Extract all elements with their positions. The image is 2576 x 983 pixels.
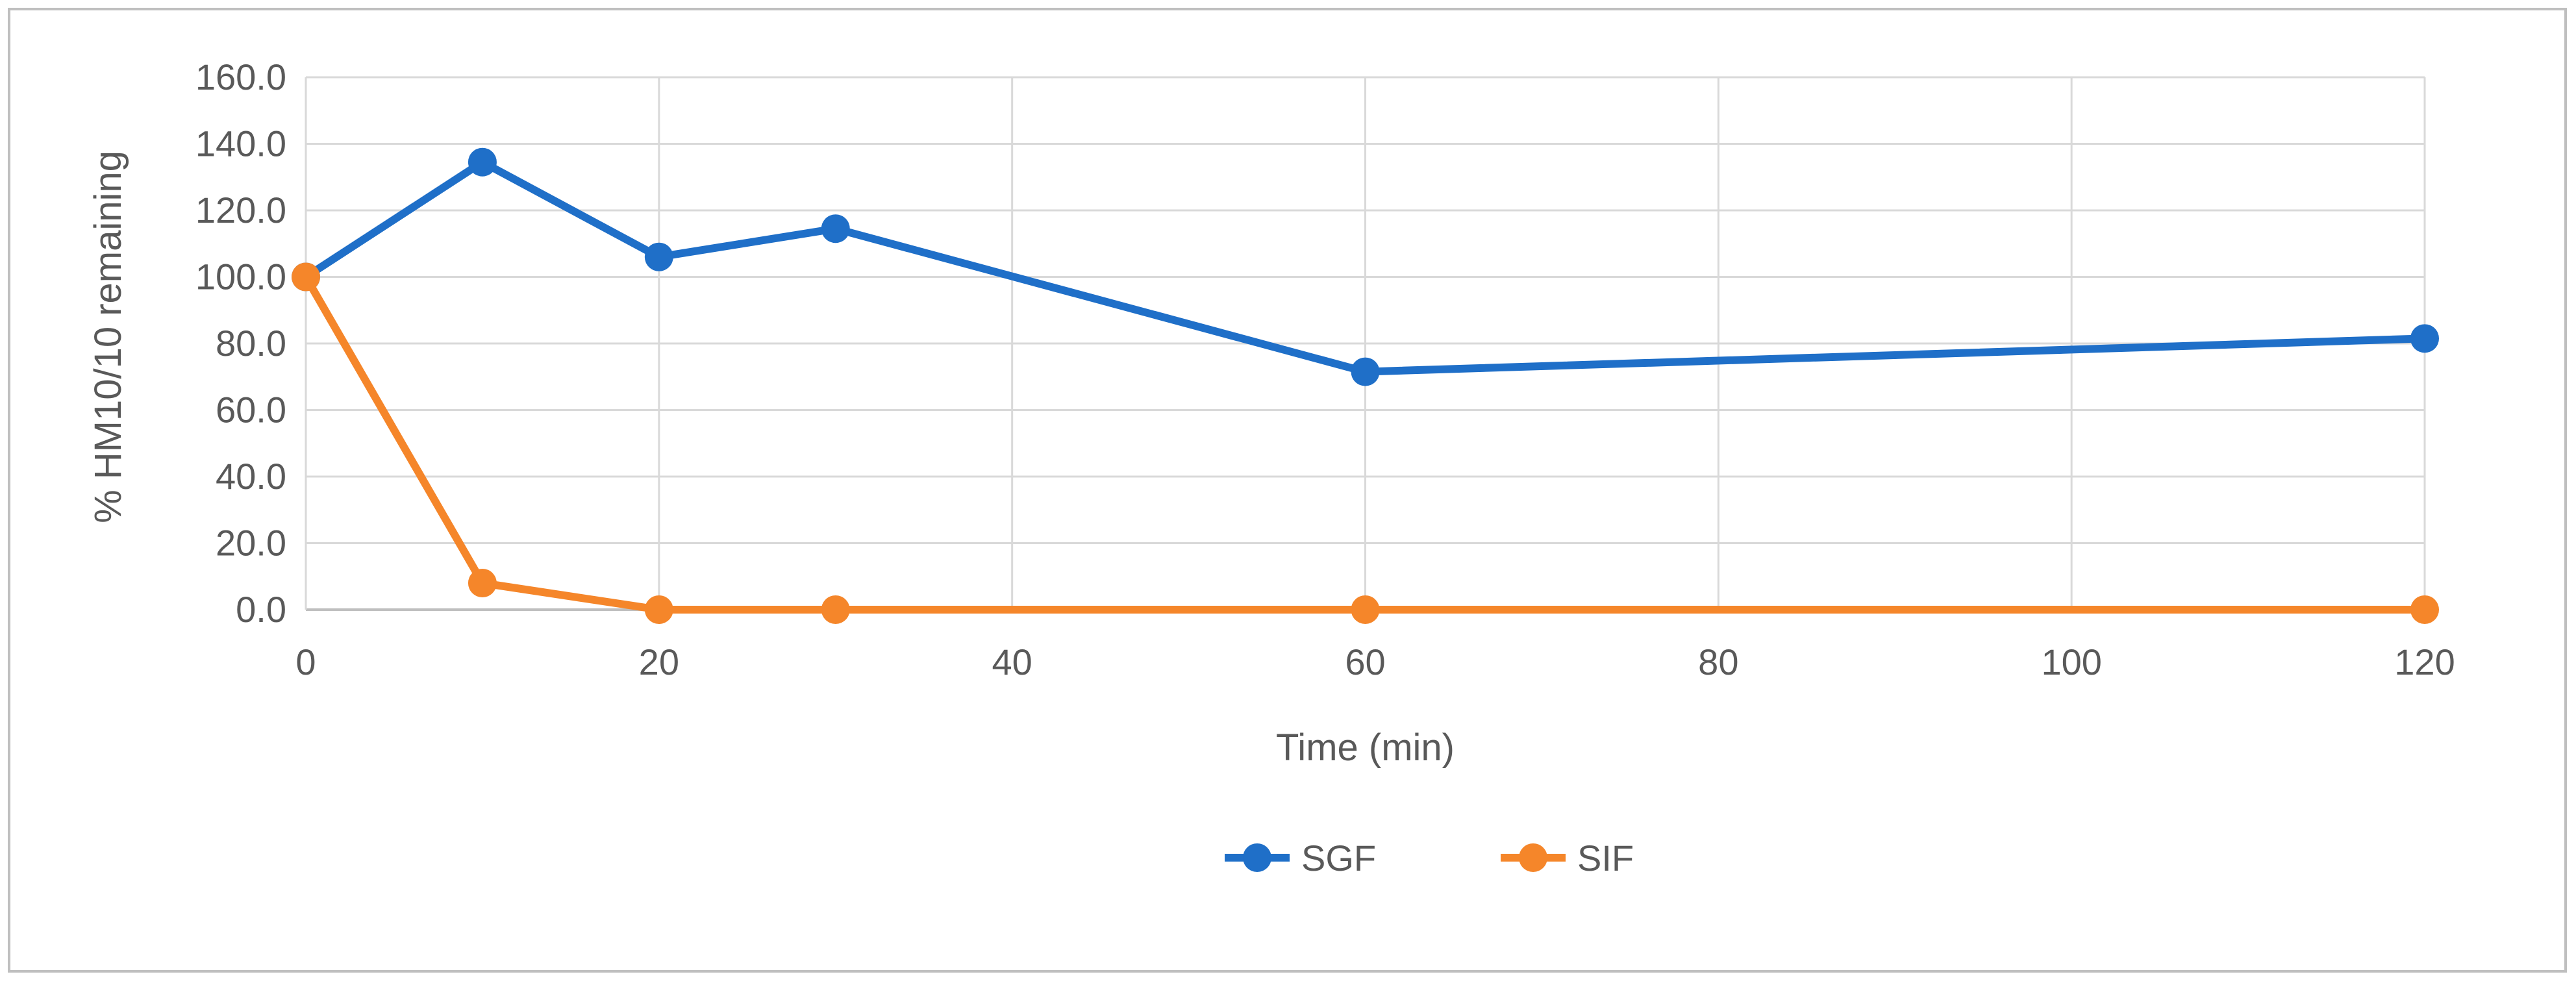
y-axis-title: % HM10/10 remaining — [87, 151, 129, 523]
y-tick-label: 20.0 — [216, 523, 286, 564]
data-point-sif — [2410, 595, 2439, 624]
chart-frame: 0.0 20.0 40.0 60.0 80.0 100.0 120.0 140.0 160.0 0… — [8, 8, 2567, 973]
y-tick-label: 0.0 — [236, 589, 286, 630]
x-tick-label: 0 — [295, 641, 316, 682]
data-point-sif — [821, 595, 850, 624]
data-point-sgf — [644, 242, 673, 271]
legend: SGF SIF — [1225, 838, 1634, 878]
data-point-sgf — [2410, 324, 2439, 353]
y-tick-label: 40.0 — [216, 456, 286, 497]
x-axis-title: Time (min) — [1276, 727, 1455, 769]
y-tick-label: 160.0 — [195, 56, 286, 97]
data-point-sif — [468, 569, 497, 597]
x-tick-label: 120 — [2394, 641, 2455, 682]
legend-item-sgf: SGF — [1225, 838, 1376, 878]
x-tick-label: 20 — [639, 641, 679, 682]
y-tick-label: 140.0 — [195, 123, 286, 164]
series — [292, 147, 2439, 624]
legend-label: SGF — [1301, 838, 1376, 878]
x-tick-label: 100 — [2041, 641, 2101, 682]
line-chart: 0.0 20.0 40.0 60.0 80.0 100.0 120.0 140.0 160.0 0… — [87, 56, 2455, 878]
y-tick-label: 120.0 — [195, 190, 286, 230]
data-point-sgf — [468, 147, 497, 177]
series-sif — [292, 262, 2439, 624]
series-sgf — [292, 147, 2439, 386]
legend-swatch-marker — [1519, 843, 1547, 872]
data-point-sgf — [821, 214, 850, 243]
gridlines — [306, 76, 2426, 610]
tick-labels: 0.0 20.0 40.0 60.0 80.0 100.0 120.0 140.0 160.0 0… — [195, 56, 2455, 682]
series-line-sgf — [302, 158, 2429, 376]
x-tick-label: 80 — [1698, 641, 1738, 682]
x-tick-label: 60 — [1345, 641, 1385, 682]
series-line-sif — [302, 273, 2429, 614]
y-tick-label: 100.0 — [195, 256, 286, 297]
legend-label: SIF — [1577, 838, 1634, 878]
x-tick-label: 40 — [992, 641, 1032, 682]
data-point-sif — [292, 262, 320, 292]
y-tick-label: 80.0 — [216, 323, 286, 364]
data-point-sif — [644, 595, 673, 624]
legend-swatch-marker — [1243, 843, 1271, 872]
legend-item-sif: SIF — [1501, 838, 1634, 878]
y-tick-label: 60.0 — [216, 390, 286, 430]
data-point-sgf — [1351, 357, 1380, 386]
data-point-sif — [1351, 595, 1380, 624]
